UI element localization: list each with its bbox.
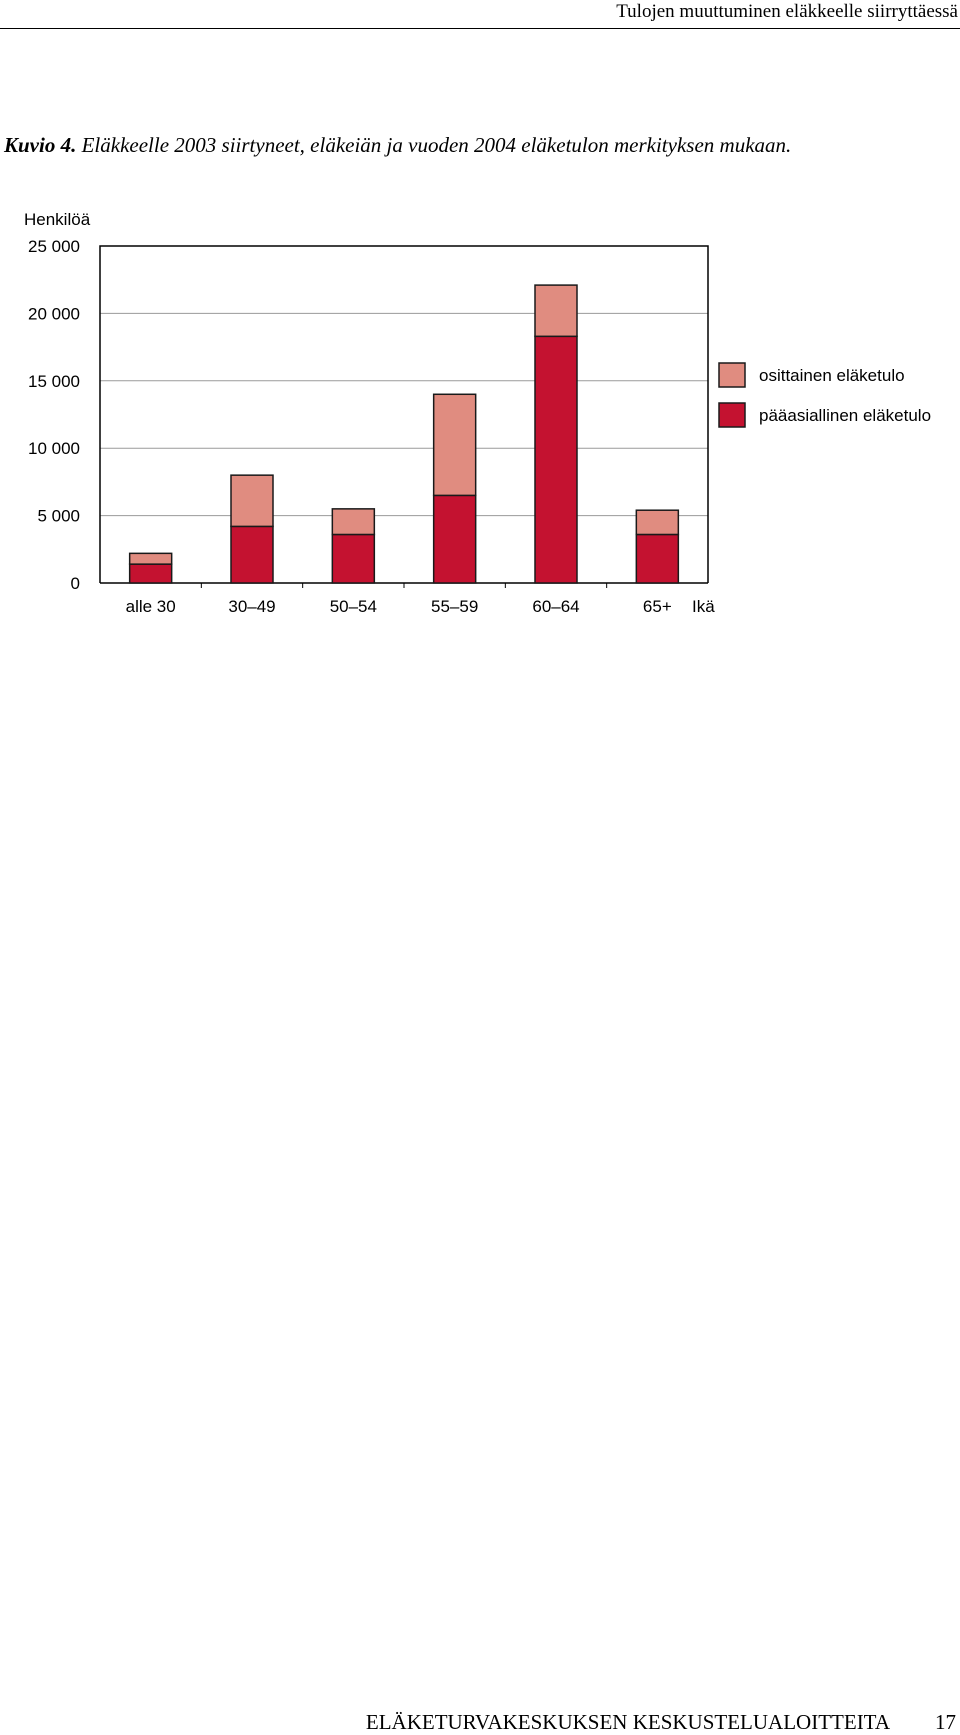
bar-segment [534, 284, 578, 338]
y-tick-label: 20 000 [28, 304, 80, 323]
bar-segment [230, 474, 274, 528]
running-header: Tulojen muuttuminen eläkkeelle siirryttä… [0, 0, 960, 29]
bar-segment [128, 552, 173, 565]
figure-caption: Kuvio 4. Eläkkeelle 2003 siirtyneet, elä… [4, 132, 956, 159]
x-tick-label: 65+ [643, 597, 672, 616]
x-tick-label: 55–59 [431, 597, 478, 616]
legend: osittainen eläketulo pääasiallinen eläket… [718, 362, 931, 428]
bar-segment [432, 494, 477, 584]
bar-segment [635, 533, 680, 584]
y-tick-label: 15 000 [28, 372, 80, 391]
footer-series-name: ELÄKETURVAKESKUKSEN KESKUSTELUALOITTEITA [365, 1710, 890, 1734]
figure-caption-text: Eläkkeelle 2003 siirtyneet, eläkeiän ja … [81, 133, 792, 157]
legend-swatch [718, 402, 746, 428]
x-tick-label: 30–49 [228, 597, 275, 616]
page-footer: ELÄKETURVAKESKUKSEN KESKUSTELUALOITTEITA… [0, 1705, 960, 1735]
bar-segment [331, 533, 376, 584]
plot-frame [99, 245, 709, 583]
bar-segment [635, 509, 680, 536]
x-tick-label: alle 30 [126, 597, 176, 616]
y-tick-label: 10 000 [28, 439, 80, 458]
bar-segment [331, 508, 376, 536]
running-header-title: Tulojen muuttuminen eläkkeelle siirryttä… [616, 1, 958, 22]
bar-segment [128, 563, 173, 584]
page-number: 17 [935, 1710, 956, 1734]
x-tick-label: 60–64 [532, 597, 579, 616]
legend-label: pääasiallinen eläketulo [759, 406, 931, 425]
y-axis-title: Henkilöä [24, 210, 91, 229]
y-tick-label: 5 000 [37, 507, 80, 526]
bar-segment [230, 525, 274, 584]
figure-caption-lead: Kuvio 4. [4, 133, 77, 157]
legend-swatch [718, 362, 746, 388]
bar-segment [534, 335, 578, 584]
stacked-bar-chart: Henkilöä Ikä 0 5 000 10 000 15 000 20 000 25 … [24, 210, 931, 616]
x-axis-title: Ikä [692, 597, 715, 616]
legend-label: osittainen eläketulo [759, 366, 905, 385]
bar-segment [432, 393, 477, 497]
x-tick-label: 50–54 [330, 597, 377, 616]
y-tick-label: 0 [71, 574, 80, 593]
y-tick-label: 25 000 [28, 237, 80, 256]
